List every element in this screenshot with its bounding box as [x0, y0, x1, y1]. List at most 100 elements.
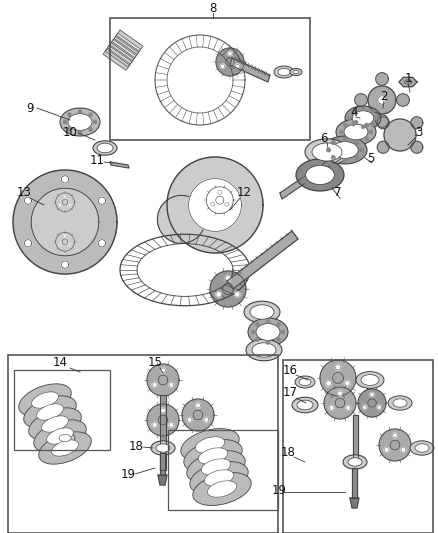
- Ellipse shape: [274, 66, 294, 78]
- Circle shape: [89, 113, 92, 116]
- Ellipse shape: [296, 159, 344, 191]
- Circle shape: [352, 110, 355, 113]
- Circle shape: [68, 243, 71, 246]
- Circle shape: [355, 94, 367, 106]
- Ellipse shape: [323, 136, 367, 164]
- Circle shape: [31, 188, 99, 256]
- Circle shape: [352, 123, 355, 126]
- Circle shape: [98, 240, 106, 247]
- Text: 15: 15: [148, 357, 162, 369]
- Circle shape: [161, 408, 166, 413]
- Circle shape: [59, 204, 62, 206]
- Circle shape: [204, 417, 209, 422]
- Polygon shape: [112, 36, 138, 58]
- Circle shape: [78, 131, 81, 134]
- Ellipse shape: [256, 324, 280, 341]
- Text: 14: 14: [53, 357, 67, 369]
- Text: 18: 18: [281, 447, 296, 459]
- Circle shape: [361, 108, 364, 110]
- Ellipse shape: [343, 455, 367, 469]
- Ellipse shape: [151, 441, 175, 455]
- Bar: [168, 430, 278, 510]
- Circle shape: [371, 123, 374, 126]
- Circle shape: [332, 156, 335, 159]
- Circle shape: [225, 276, 231, 281]
- Polygon shape: [399, 77, 417, 87]
- Ellipse shape: [290, 68, 302, 76]
- Circle shape: [167, 157, 263, 253]
- Circle shape: [377, 405, 381, 409]
- Circle shape: [320, 360, 356, 396]
- Circle shape: [343, 138, 347, 141]
- Circle shape: [363, 405, 367, 409]
- Ellipse shape: [293, 70, 299, 74]
- Circle shape: [235, 292, 240, 297]
- Circle shape: [25, 197, 32, 204]
- Polygon shape: [158, 475, 167, 485]
- Circle shape: [68, 128, 71, 131]
- Circle shape: [251, 330, 254, 334]
- Ellipse shape: [246, 339, 282, 361]
- Text: 16: 16: [283, 364, 297, 376]
- Circle shape: [61, 261, 69, 268]
- Ellipse shape: [97, 143, 113, 153]
- Circle shape: [266, 341, 270, 344]
- Polygon shape: [160, 395, 166, 470]
- Circle shape: [64, 120, 67, 124]
- Circle shape: [318, 185, 322, 189]
- Ellipse shape: [297, 400, 313, 410]
- Circle shape: [326, 381, 331, 386]
- Circle shape: [216, 48, 244, 76]
- Ellipse shape: [195, 437, 225, 453]
- Polygon shape: [227, 231, 298, 289]
- Circle shape: [338, 391, 343, 396]
- Circle shape: [147, 364, 179, 396]
- Ellipse shape: [93, 141, 117, 155]
- Polygon shape: [353, 415, 358, 462]
- Text: 3: 3: [415, 126, 423, 140]
- Circle shape: [228, 52, 232, 56]
- Ellipse shape: [295, 376, 315, 388]
- Ellipse shape: [299, 378, 311, 385]
- Ellipse shape: [332, 142, 358, 158]
- Ellipse shape: [278, 68, 290, 76]
- Ellipse shape: [68, 114, 92, 131]
- Circle shape: [221, 64, 225, 68]
- Ellipse shape: [244, 301, 280, 323]
- Text: 12: 12: [237, 187, 251, 199]
- Ellipse shape: [306, 165, 334, 184]
- Circle shape: [355, 141, 358, 144]
- Ellipse shape: [292, 397, 318, 413]
- Circle shape: [277, 338, 280, 341]
- Text: 18: 18: [129, 440, 143, 454]
- Ellipse shape: [344, 124, 368, 140]
- Polygon shape: [105, 46, 132, 67]
- Polygon shape: [107, 43, 134, 64]
- Circle shape: [343, 159, 347, 162]
- Circle shape: [182, 399, 214, 431]
- Circle shape: [305, 182, 309, 185]
- Circle shape: [355, 156, 358, 159]
- Ellipse shape: [356, 372, 384, 389]
- Ellipse shape: [46, 428, 74, 444]
- Circle shape: [256, 338, 259, 341]
- Circle shape: [344, 124, 347, 127]
- Ellipse shape: [305, 139, 349, 165]
- Circle shape: [256, 323, 259, 326]
- Polygon shape: [352, 468, 357, 498]
- Ellipse shape: [248, 318, 288, 346]
- Text: 11: 11: [89, 154, 105, 166]
- Ellipse shape: [34, 420, 86, 452]
- Ellipse shape: [42, 416, 68, 432]
- Ellipse shape: [60, 108, 100, 136]
- Circle shape: [161, 368, 166, 373]
- Text: 19: 19: [272, 484, 286, 497]
- Circle shape: [376, 115, 389, 127]
- Circle shape: [360, 148, 363, 152]
- Circle shape: [98, 197, 106, 204]
- Ellipse shape: [19, 384, 71, 416]
- Circle shape: [368, 86, 396, 114]
- Circle shape: [318, 161, 322, 165]
- Circle shape: [376, 72, 389, 85]
- Circle shape: [378, 96, 386, 104]
